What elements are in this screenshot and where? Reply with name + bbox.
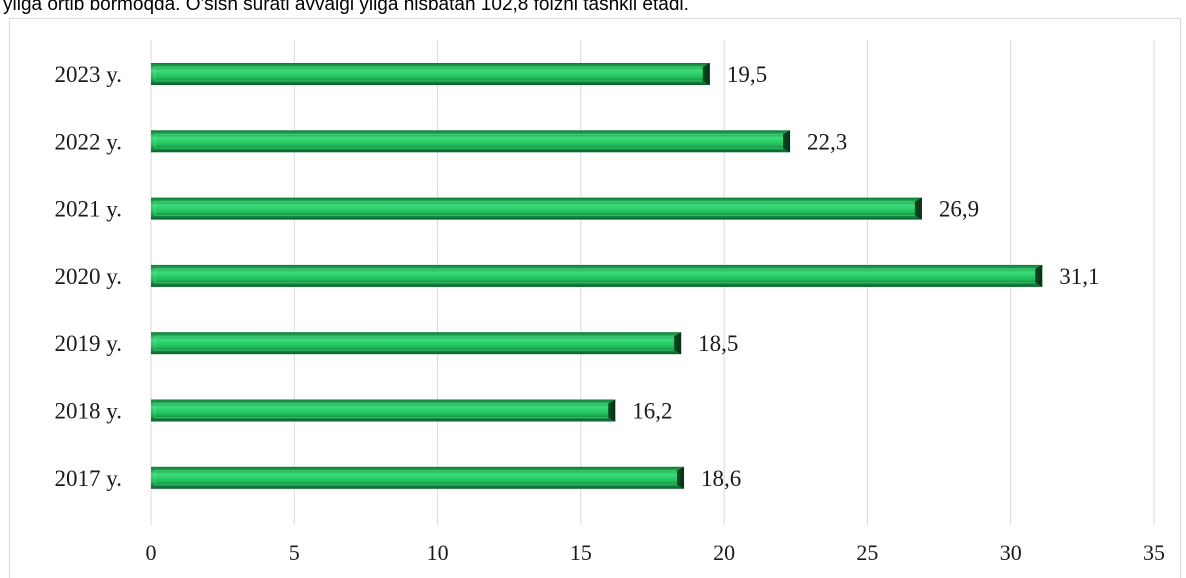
labels: 0 5 10 15 20 25 30 35 2023 y. 19,5 2022 y. 22,3 2021… xyxy=(54,62,1165,565)
header-text: yilga ortib bormoqda. O'sish surati avva… xyxy=(3,0,689,15)
chart-frame xyxy=(9,18,1181,578)
x-tick-label: 35 xyxy=(1143,540,1165,565)
bar-end-cap xyxy=(674,332,682,355)
data-label: 26,9 xyxy=(939,197,979,222)
bar xyxy=(151,332,682,355)
bar-body xyxy=(151,466,685,489)
data-label: 16,2 xyxy=(632,399,672,424)
bar-end-cap xyxy=(702,63,710,85)
bar-body xyxy=(151,332,682,355)
bar xyxy=(151,466,685,489)
bar-body xyxy=(151,130,791,153)
bar-end-cap xyxy=(783,130,791,153)
bars xyxy=(151,63,1043,489)
bar-end-cap xyxy=(914,197,922,220)
bar-body xyxy=(151,264,1043,287)
x-tick-label: 25 xyxy=(856,540,878,565)
x-tick-label: 5 xyxy=(289,540,300,565)
bar-end-cap xyxy=(608,399,616,422)
x-tick-label: 10 xyxy=(427,540,449,565)
category-label: 2017 y. xyxy=(54,466,122,491)
category-label: 2020 y. xyxy=(54,264,122,289)
x-tick-label: 0 xyxy=(146,540,157,565)
x-tick-label: 30 xyxy=(1000,540,1022,565)
bar-end-cap xyxy=(677,466,685,489)
data-label: 19,5 xyxy=(727,62,767,87)
bar-body xyxy=(151,63,710,85)
data-label: 18,5 xyxy=(698,331,738,356)
category-label: 2019 y. xyxy=(54,331,122,356)
bar xyxy=(151,130,791,153)
bar xyxy=(151,264,1043,287)
category-label: 2021 y. xyxy=(54,197,122,222)
data-label: 31,1 xyxy=(1059,264,1099,289)
category-label: 2023 y. xyxy=(54,62,122,87)
x-tick-label: 15 xyxy=(570,540,592,565)
bar xyxy=(151,197,922,220)
data-label: 22,3 xyxy=(807,129,847,154)
bar-end-cap xyxy=(1035,264,1043,287)
data-label: 18,6 xyxy=(701,466,741,491)
x-tick-label: 20 xyxy=(713,540,735,565)
category-label: 2022 y. xyxy=(54,129,122,154)
bar-body xyxy=(151,399,616,422)
bar-body xyxy=(151,197,922,220)
bar xyxy=(151,63,710,85)
bar xyxy=(151,399,616,422)
category-label: 2018 y. xyxy=(54,399,122,424)
